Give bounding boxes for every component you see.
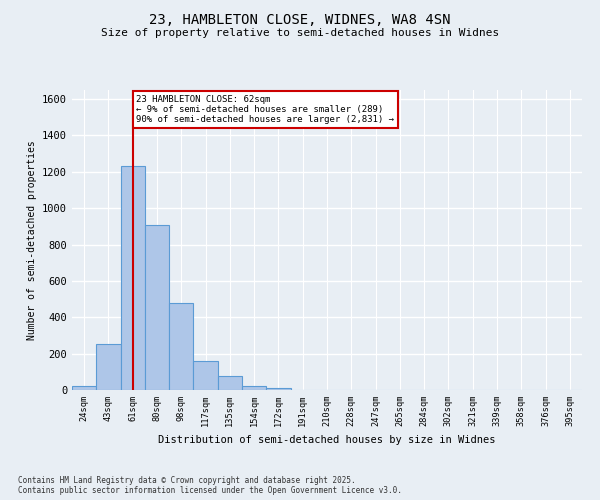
Bar bbox=[193, 361, 218, 390]
Text: Contains HM Land Registry data © Crown copyright and database right 2025.
Contai: Contains HM Land Registry data © Crown c… bbox=[18, 476, 402, 495]
Bar bbox=[169, 302, 193, 390]
Text: 23, HAMBLETON CLOSE, WIDNES, WA8 4SN: 23, HAMBLETON CLOSE, WIDNES, WA8 4SN bbox=[149, 12, 451, 26]
Bar bbox=[218, 376, 242, 390]
Bar bbox=[145, 224, 169, 390]
Bar bbox=[121, 166, 145, 390]
X-axis label: Distribution of semi-detached houses by size in Widnes: Distribution of semi-detached houses by … bbox=[158, 434, 496, 444]
Bar bbox=[72, 386, 96, 390]
Bar bbox=[242, 386, 266, 390]
Bar bbox=[96, 344, 121, 390]
Text: 23 HAMBLETON CLOSE: 62sqm
← 9% of semi-detached houses are smaller (289)
90% of : 23 HAMBLETON CLOSE: 62sqm ← 9% of semi-d… bbox=[136, 94, 394, 124]
Text: Size of property relative to semi-detached houses in Widnes: Size of property relative to semi-detach… bbox=[101, 28, 499, 38]
Y-axis label: Number of semi-detached properties: Number of semi-detached properties bbox=[26, 140, 37, 340]
Bar bbox=[266, 388, 290, 390]
